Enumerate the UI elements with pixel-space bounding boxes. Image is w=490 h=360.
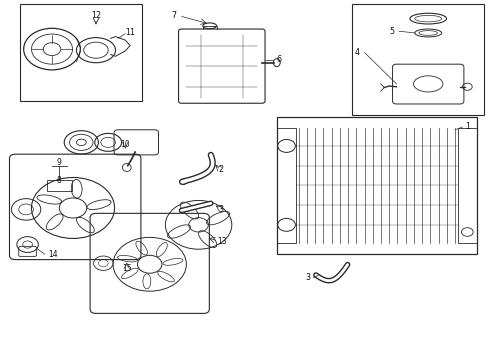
Text: 8: 8 [57, 176, 62, 185]
Text: 12: 12 [91, 11, 101, 20]
Text: 6: 6 [277, 55, 282, 64]
Text: 13: 13 [217, 237, 226, 246]
Text: 3: 3 [218, 205, 223, 214]
Text: 3: 3 [305, 273, 310, 282]
Text: 14: 14 [49, 250, 58, 259]
Text: 5: 5 [389, 27, 394, 36]
Text: 15: 15 [122, 265, 132, 274]
Text: 4: 4 [355, 48, 360, 57]
Text: 9: 9 [57, 158, 62, 167]
Text: 2: 2 [218, 165, 223, 174]
Text: 1: 1 [465, 122, 470, 131]
Text: 7: 7 [172, 10, 177, 19]
Text: 10: 10 [121, 140, 130, 149]
Text: 11: 11 [125, 28, 135, 37]
